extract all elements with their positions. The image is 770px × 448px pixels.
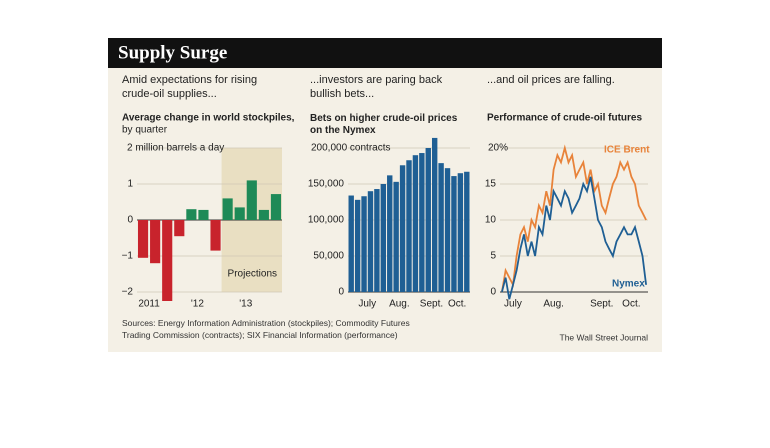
x-tick-label: Oct. xyxy=(622,299,640,310)
x-tick-label: '12 xyxy=(191,299,204,310)
bar xyxy=(457,173,464,292)
caption: Amid expectations for rising crude-oil su… xyxy=(122,74,257,100)
sources: Sources: Energy Information Administrati… xyxy=(122,318,410,340)
y-tick-label: −1 xyxy=(122,251,134,262)
bar xyxy=(361,196,367,292)
annotation: Projections xyxy=(228,269,277,280)
bar xyxy=(348,195,354,292)
bar xyxy=(210,220,221,251)
x-tick-label: Aug. xyxy=(543,299,564,310)
y-tick-label: 1 xyxy=(127,179,133,190)
bar xyxy=(258,209,269,220)
bar xyxy=(406,160,412,292)
bar xyxy=(354,199,361,292)
bar xyxy=(425,148,431,292)
series-label: ICE Brent xyxy=(604,145,650,156)
bar xyxy=(150,220,161,264)
bar xyxy=(393,181,399,292)
chart-subtitle: by quarter xyxy=(122,125,168,136)
bar xyxy=(234,207,245,220)
bar xyxy=(270,194,282,220)
bar xyxy=(246,180,257,220)
y-tick-label: 100,000 xyxy=(308,215,345,226)
y-tick-label: 10 xyxy=(485,215,497,226)
caption: ...and oil prices are falling. xyxy=(487,74,615,86)
y-tick-label: 2 million barrels a day xyxy=(127,143,224,154)
title: Supply Surge xyxy=(118,42,227,63)
y-tick-label: −2 xyxy=(122,287,134,298)
series-label: Nymex xyxy=(612,279,645,290)
bar xyxy=(380,184,387,292)
x-tick-label: July xyxy=(504,299,522,310)
y-tick-label: 15 xyxy=(485,179,497,190)
y-tick-label: 20% xyxy=(488,143,508,154)
bar xyxy=(162,220,173,301)
y-tick-label: 200,000 contracts xyxy=(311,143,391,154)
y-tick-label: 150,000 xyxy=(308,179,345,190)
bar xyxy=(431,137,438,292)
y-tick-label: 5 xyxy=(490,251,496,262)
credit: The Wall Street Journal xyxy=(560,332,649,342)
chart-title: Average change in world stockpiles, xyxy=(122,113,295,124)
bar xyxy=(137,220,149,258)
x-tick-label: Aug. xyxy=(389,299,410,310)
chart-title: Performance of crude-oil futures xyxy=(487,113,642,124)
bar xyxy=(174,220,185,237)
y-tick-label: 0 xyxy=(338,287,344,298)
y-tick-label: 0 xyxy=(490,287,496,298)
x-tick-label: 2011 xyxy=(138,299,160,310)
x-tick-label: July xyxy=(358,299,376,310)
line-series xyxy=(501,144,647,293)
bar xyxy=(222,198,233,220)
x-tick-label: Sept. xyxy=(420,299,443,310)
bar xyxy=(419,153,425,292)
bar xyxy=(464,171,470,292)
chart-title: Bets on higher crude-oil prices on the Ny… xyxy=(310,113,458,136)
bar xyxy=(399,165,406,292)
line-series xyxy=(501,176,647,300)
y-tick-label: 0 xyxy=(127,215,133,226)
bar xyxy=(412,155,419,292)
bar xyxy=(387,175,393,292)
bar xyxy=(444,168,451,292)
x-tick-label: '13 xyxy=(239,299,252,310)
bar xyxy=(198,209,209,220)
bar xyxy=(374,189,380,292)
x-tick-label: Oct. xyxy=(448,299,466,310)
caption: ...investors are paring back bullish bets… xyxy=(310,74,443,100)
bar xyxy=(367,191,374,292)
bar xyxy=(186,209,197,220)
bar xyxy=(451,176,457,292)
x-tick-label: Sept. xyxy=(590,299,613,310)
y-tick-label: 50,000 xyxy=(313,251,344,262)
title-bar xyxy=(108,38,662,68)
bar xyxy=(438,163,444,292)
